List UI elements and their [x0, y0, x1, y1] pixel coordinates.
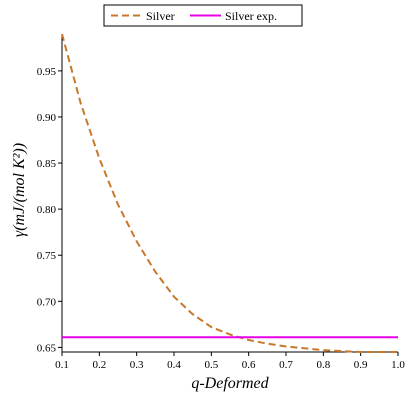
x-axis-title: q-Deformed [191, 375, 269, 392]
x-tick-label-3: 0.4 [167, 359, 181, 371]
x-tick-label-9: 1.0 [391, 359, 405, 371]
x-tick-label-8: 0.9 [354, 359, 368, 371]
x-tick-label-0: 0.1 [55, 359, 69, 371]
x-tick-label-2: 0.3 [130, 359, 144, 371]
x-tick-label-7: 0.8 [316, 359, 330, 371]
y-tick-label-6: 0.95 [37, 66, 57, 78]
x-tick-label-6: 0.7 [279, 359, 293, 371]
legend-label-silver: Silver [146, 9, 175, 23]
x-tick-label-1: 0.2 [92, 359, 106, 371]
y-tick-label-3: 0.80 [37, 204, 57, 216]
x-tick-label-5: 0.6 [242, 359, 256, 371]
legend: Silver Silver exp. [103, 4, 303, 27]
y-tick-label-2: 0.75 [37, 250, 57, 262]
axes [61, 34, 398, 353]
y-tick-label-4: 0.85 [37, 158, 57, 170]
y-tick-label-0: 0.65 [37, 342, 57, 354]
legend-label-silver-exp: Silver exp. [225, 9, 277, 23]
x-tick-label-4: 0.5 [204, 359, 218, 371]
series-line-silver [61, 33, 398, 353]
y-tick-label-1: 0.70 [37, 296, 57, 308]
y-tick-label-5: 0.90 [37, 112, 57, 124]
y-ticks: 0.65 0.70 0.75 0.80 0.85 0.90 0.95 [37, 66, 62, 354]
x-ticks: 0.1 0.2 0.3 0.4 0.5 0.6 0.7 0.8 0.9 1.0 [55, 352, 405, 371]
series-group [61, 33, 398, 353]
y-axis-title: γ(mJ/(mol K²)) [11, 143, 28, 237]
